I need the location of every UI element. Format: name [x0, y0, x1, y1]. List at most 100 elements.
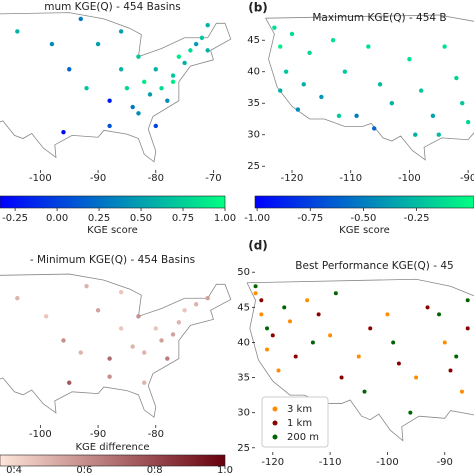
- colorbar-tick-label: 1.0: [217, 465, 233, 474]
- basin-point: [408, 410, 413, 415]
- basin-point: [205, 296, 210, 301]
- panel-title: Maximum KGE(Q) - 454 B: [312, 12, 446, 24]
- colorbar-tick-label: -0.25: [404, 213, 430, 224]
- basin-point: [442, 340, 447, 345]
- basin-point: [107, 98, 112, 103]
- panel-label: (d): [248, 239, 268, 253]
- basin-point: [460, 101, 465, 106]
- basin-point: [142, 79, 147, 85]
- map-outline: [265, 14, 474, 161]
- basin-point: [182, 60, 187, 66]
- basin-point: [95, 308, 101, 313]
- x-tick-label: -90: [90, 429, 106, 440]
- basin-point: [425, 305, 430, 310]
- basin-point: [414, 375, 419, 380]
- y-tick-label: 25: [247, 161, 260, 172]
- y-tick-label: 40: [237, 337, 250, 348]
- colorbar-tick-label: -0.75: [297, 213, 323, 224]
- legend-label: 3 km: [287, 404, 312, 415]
- legend-label: 1 km: [287, 418, 312, 429]
- colorbar-tick-label: 0.6: [76, 465, 92, 474]
- basin-point: [84, 85, 89, 91]
- colorbar: [0, 195, 226, 209]
- x-tick-label: -90: [460, 173, 474, 184]
- colorbar: [254, 195, 474, 209]
- basin-point: [165, 98, 170, 103]
- basin-point: [259, 312, 264, 317]
- basin-point: [283, 69, 289, 74]
- basin-point: [176, 320, 182, 325]
- basin-point: [436, 132, 441, 137]
- basin-point: [301, 82, 306, 87]
- legend-marker: [272, 406, 278, 412]
- basin-point: [253, 291, 258, 296]
- basin-point: [205, 22, 210, 28]
- colorbar-tick-label: -0.25: [2, 213, 28, 224]
- basin-point: [377, 82, 383, 87]
- colorbar-tick-label: -0.50: [350, 213, 376, 224]
- basin-point: [295, 107, 301, 112]
- basin-point: [272, 25, 277, 30]
- basin-point: [61, 338, 66, 343]
- colorbar: [0, 454, 226, 467]
- legend-marker: [272, 420, 278, 426]
- basin-point: [356, 354, 361, 359]
- basin-point: [15, 296, 20, 301]
- basin-point: [265, 347, 270, 352]
- basin-point: [188, 48, 193, 53]
- basin-point: [319, 94, 324, 100]
- basin-point: [371, 126, 377, 131]
- colorbar-tick-label: 0.00: [46, 213, 68, 224]
- x-tick-label: -100: [29, 429, 52, 440]
- basin-point: [182, 308, 187, 313]
- basin-point: [118, 326, 124, 331]
- basin-point: [430, 113, 436, 119]
- basin-point: [278, 44, 283, 49]
- basin-point: [282, 305, 287, 310]
- basin-point: [142, 380, 147, 385]
- panel-title: Best Performance KGE(Q) - 45: [295, 260, 453, 272]
- x-tick-label: -70: [205, 173, 221, 184]
- basin-point: [78, 16, 83, 22]
- basin-point: [442, 44, 447, 49]
- basin-point: [253, 284, 258, 289]
- y-tick-label: 25: [237, 443, 250, 454]
- colorbar-tick-label: 0.8: [147, 465, 163, 474]
- basin-point: [307, 50, 312, 56]
- legend-marker: [272, 434, 278, 440]
- basin-point: [67, 380, 72, 385]
- basin-point: [437, 312, 442, 317]
- basin-point: [124, 85, 130, 91]
- basin-point: [118, 29, 124, 34]
- map-outline: [0, 273, 232, 418]
- basin-point: [465, 326, 470, 331]
- basin-point: [153, 123, 158, 129]
- basin-point: [130, 344, 135, 349]
- basin-point: [336, 113, 342, 119]
- basin-point: [170, 79, 176, 85]
- basin-point: [136, 111, 141, 116]
- y-tick-label: 35: [247, 98, 260, 109]
- colorbar-tick-label: 0.50: [130, 213, 152, 224]
- basin-point: [159, 85, 164, 91]
- x-tick-label: -100: [376, 457, 399, 468]
- basin-point: [107, 123, 112, 129]
- panel-title: mum KGE(Q) - 454 Basins: [44, 1, 181, 13]
- basin-point: [459, 389, 464, 394]
- x-tick-label: -110: [339, 173, 362, 184]
- basin-point: [289, 31, 295, 37]
- basin-point: [165, 356, 170, 361]
- y-tick-label: 40: [247, 67, 260, 78]
- basin-point: [454, 354, 459, 359]
- y-tick-label: 30: [237, 408, 250, 419]
- colorbar-label: KGE difference: [75, 442, 149, 453]
- basin-point: [118, 289, 124, 295]
- basin-point: [330, 38, 336, 43]
- colorbar-tick-label: 1.00: [214, 213, 236, 224]
- basin-point: [205, 48, 210, 53]
- basin-point: [465, 298, 470, 303]
- y-tick-label: 50: [237, 267, 250, 278]
- colorbar-label: KGE score: [339, 225, 390, 236]
- basin-point: [153, 67, 158, 72]
- legend-box: [261, 396, 329, 448]
